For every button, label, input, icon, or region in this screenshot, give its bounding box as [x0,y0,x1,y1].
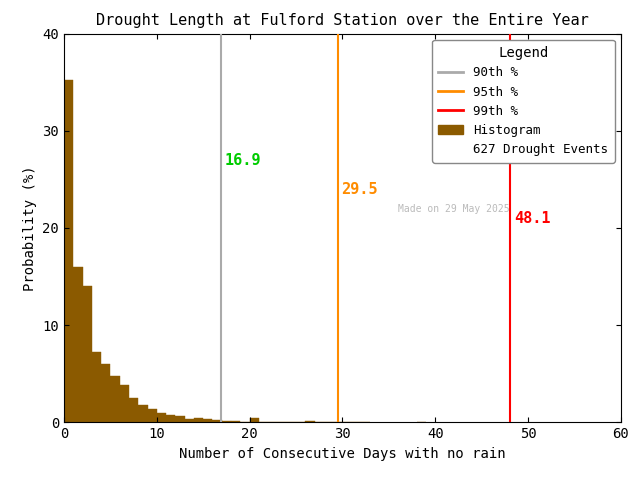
Text: 29.5: 29.5 [342,182,378,197]
Legend: 90th %, 95th %, 99th %, Histogram, 627 Drought Events: 90th %, 95th %, 99th %, Histogram, 627 D… [432,40,614,163]
Bar [259,421,268,422]
Text: Made on 29 May 2025: Made on 29 May 2025 [398,204,509,215]
Bar [129,398,138,422]
Bar [175,416,184,422]
Bar [157,413,166,422]
Bar [194,418,204,422]
Bar [83,286,92,422]
Bar [166,415,175,422]
Bar [241,421,250,422]
Bar [101,364,111,422]
Bar [111,376,120,422]
Text: 48.1: 48.1 [514,211,550,226]
Bar [64,80,73,422]
Bar [120,385,129,422]
Bar [92,352,101,422]
Bar [204,420,212,422]
Bar [184,419,194,422]
Bar [138,405,148,422]
Bar [305,421,314,422]
Text: 16.9: 16.9 [225,153,261,168]
Bar [222,421,231,422]
Bar [73,267,83,422]
Bar [147,409,157,422]
Bar [231,421,241,422]
X-axis label: Number of Consecutive Days with no rain: Number of Consecutive Days with no rain [179,447,506,461]
Y-axis label: Probability (%): Probability (%) [23,165,37,291]
Bar [212,420,222,422]
Bar [250,418,259,422]
Title: Drought Length at Fulford Station over the Entire Year: Drought Length at Fulford Station over t… [96,13,589,28]
